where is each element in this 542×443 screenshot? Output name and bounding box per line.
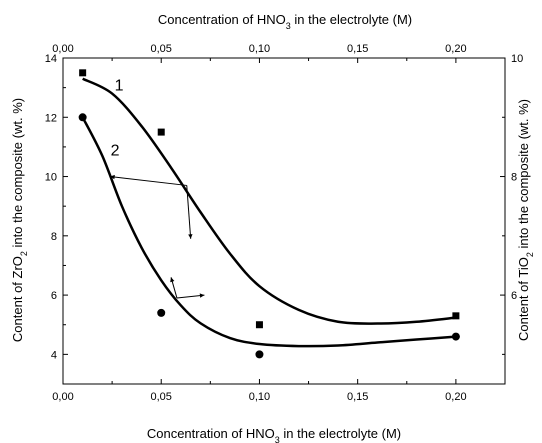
x-top-tick-label: 0,10: [249, 43, 270, 55]
x-top-tick-label: 0,05: [151, 43, 172, 55]
series-1-label: 1: [115, 78, 124, 95]
y-left-tick-label: 8: [51, 231, 57, 243]
top-axis-title: Concentration of HNO3 in the electrolyte…: [158, 12, 412, 31]
series-2: 2: [78, 113, 460, 359]
series-1-point: [452, 312, 460, 320]
y-left-tick-label: 4: [51, 349, 57, 361]
x-bottom-tick-label: 0,15: [347, 391, 368, 403]
arrow-to-right-axis-head: [199, 293, 205, 298]
x-top-tick-label: 0,00: [52, 43, 73, 55]
y-left-tick-label: 6: [51, 290, 57, 302]
annotation-layer: [110, 174, 205, 299]
series-2-fit-line: [81, 116, 456, 348]
y-left-tick-label: 12: [45, 112, 57, 124]
left-axis-title: Content of ZrO2 into the composite (wt. …: [10, 98, 29, 342]
series-2-point: [157, 308, 166, 317]
series-1-point: [157, 128, 165, 136]
right-axis-title: Content of TiO2 into the composite (wt. …: [516, 99, 535, 341]
y-right-tick-label: 6: [511, 290, 517, 302]
x-bottom-tick-label: 0,10: [249, 391, 270, 403]
x-top-tick-label: 0,20: [445, 43, 466, 55]
y-left-tick-label: 10: [45, 172, 57, 184]
y-right-tick-label: 10: [511, 53, 523, 65]
series-2-point: [255, 350, 264, 359]
ticks-layer: 0,00 0,05 0,10 0,15 0,20 0,00 0,05 0,10 0,15 0,20…: [45, 43, 524, 403]
arrow-up-head: [170, 277, 175, 283]
series-1: 1: [79, 69, 460, 329]
arrow-to-right-axis-shaft: [176, 294, 205, 299]
arrow-down-head: [188, 234, 193, 239]
plot-frame: [62, 57, 506, 385]
series-1-point: [255, 321, 263, 329]
x-top-tick-label: 0,15: [347, 43, 368, 55]
bottom-axis-title: Concentration of HNO3 in the electrolyte…: [147, 426, 401, 443]
x-bottom-tick-label: 0,00: [52, 391, 73, 403]
x-bottom-tick-label: 0,05: [151, 391, 172, 403]
series-layer: 12: [78, 69, 460, 359]
series-2-point: [78, 113, 87, 122]
y-right-tick-label: 8: [511, 172, 517, 184]
x-bottom-tick-label: 0,20: [445, 391, 466, 403]
series-1-fit-line: [82, 77, 457, 325]
series-1-point: [79, 69, 87, 77]
y-left-tick-label: 14: [45, 53, 57, 65]
arrow-to-left-axis-head: [110, 174, 115, 180]
series-2-label: 2: [111, 142, 120, 159]
series-2-point: [451, 332, 460, 341]
arrow-down-shaft: [186, 185, 192, 239]
arrow-to-left-axis-shaft: [110, 176, 187, 186]
